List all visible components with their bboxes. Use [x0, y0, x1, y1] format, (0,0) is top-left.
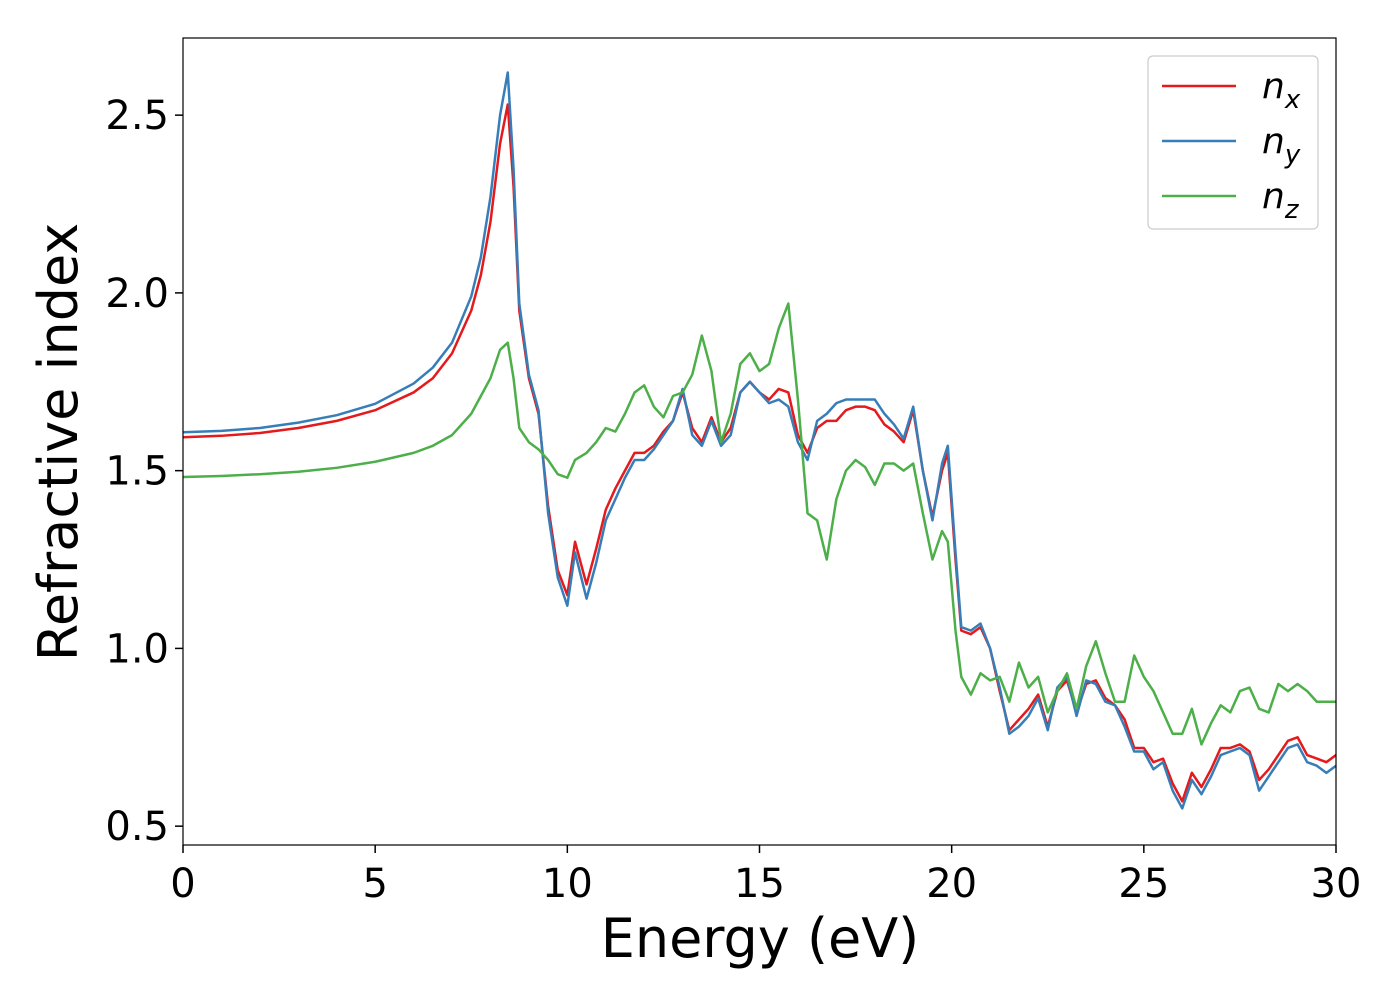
data-line	[182, 71, 1337, 810]
plot-frame	[182, 37, 1337, 846]
y-tick-label: 2.0	[105, 271, 169, 317]
x-axis-label: Energy (eV)	[601, 907, 920, 970]
x-tick-label: 15	[734, 861, 785, 907]
legend: nx ny nz	[1147, 55, 1319, 230]
y-tick-label: 1.5	[105, 449, 169, 495]
legend-label: nz	[1262, 176, 1300, 225]
y-tick-label: 2.5	[105, 93, 169, 139]
x-tick-label: 0	[170, 861, 195, 907]
y-tick-label: 1.0	[105, 626, 169, 672]
x-tick-label: 25	[1118, 861, 1169, 907]
x-tick-label: 5	[362, 861, 387, 907]
x-tick-label: 30	[1311, 861, 1362, 907]
legend-box	[1147, 55, 1319, 230]
data-line	[182, 302, 1336, 746]
y-axis-label: Refractive index	[27, 223, 90, 662]
legend-label: ny	[1262, 121, 1301, 170]
x-tick-label: 20	[926, 861, 977, 907]
x-tick-label: 10	[542, 861, 593, 907]
legend-label: nx	[1262, 66, 1301, 115]
y-tick-label: 0.5	[105, 804, 169, 850]
